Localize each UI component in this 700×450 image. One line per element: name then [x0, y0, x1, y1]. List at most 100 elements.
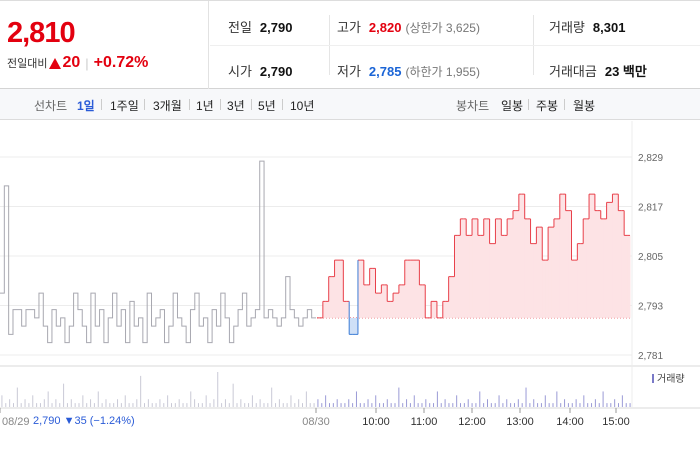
up-fill-segment	[466, 235, 470, 318]
tab-divider	[220, 99, 221, 110]
volume-bars	[1, 372, 631, 407]
x-tick-label: 10:00	[362, 416, 390, 428]
up-fill-segment	[431, 301, 435, 318]
up-fill-segment	[469, 235, 473, 318]
up-fill-segment	[343, 301, 347, 318]
current-price-box: 2,810 전일대비 20 | +0.72%	[0, 1, 209, 89]
open-value: 2,790	[259, 64, 293, 79]
up-fill-segment	[589, 194, 593, 318]
up-fill-segment	[331, 276, 336, 318]
up-fill-segment	[510, 218, 514, 318]
up-fill-segment	[483, 218, 488, 318]
prev-close-label: 전일	[228, 20, 252, 35]
up-fill-segment	[527, 218, 532, 318]
y-tick-label: 2,781	[638, 351, 663, 362]
up-fill-segment	[621, 210, 625, 318]
up-fill-segment	[378, 293, 382, 318]
x-tick-label: 15:00	[602, 416, 630, 428]
up-fill-segment	[507, 218, 511, 318]
up-fill-segment	[583, 218, 587, 318]
up-fill-segment	[606, 202, 611, 318]
up-fill-segment	[472, 218, 476, 318]
up-fill-segment	[457, 235, 461, 318]
change-row: 전일대비 20 | +0.72%	[7, 54, 148, 72]
up-fill-segment	[375, 293, 379, 318]
y-tick-label: 2,793	[638, 302, 663, 313]
down-fill-segment	[352, 317, 356, 335]
up-fill-segment	[586, 218, 590, 318]
up-fill-segment	[372, 268, 377, 318]
up-fill-segment	[577, 243, 581, 318]
up-fill-segment	[504, 235, 508, 318]
tab-monthly[interactable]: 월봉	[573, 99, 596, 113]
x-tick-label: 08/29	[2, 416, 30, 428]
open-label: 시가	[228, 64, 252, 79]
up-fill-segment	[512, 210, 517, 318]
line-chart-title: 선차트	[34, 99, 68, 113]
up-fill-segment	[334, 260, 338, 318]
up-fill-segment	[369, 268, 374, 318]
up-fill-segment	[416, 260, 420, 318]
down-fill-segment	[355, 317, 359, 335]
tab-1year[interactable]: 1년	[196, 99, 214, 113]
up-fill-segment	[530, 243, 534, 318]
up-fill-segment	[328, 276, 333, 318]
prev-close-value: 2,790	[259, 20, 293, 35]
up-fill-segment	[448, 276, 453, 318]
up-fill-segment	[404, 260, 409, 318]
up-fill-segment	[419, 284, 423, 318]
amount-label: 거래대금	[549, 64, 597, 79]
up-fill-segment	[515, 210, 520, 318]
up-fill-segment	[434, 301, 438, 318]
up-fill-segment	[407, 260, 412, 318]
up-fill-segment	[574, 260, 578, 318]
up-fill-segment	[627, 235, 631, 318]
up-fill-segment	[486, 218, 491, 318]
up-fill-segment	[521, 194, 526, 318]
low-price: 저가 2,785 (하한가 1,955)	[337, 61, 480, 80]
up-fill-segment	[480, 235, 485, 318]
prev-day-summary: 2,790 ▼35 (−1.24%)	[33, 415, 135, 427]
tab-divider	[251, 99, 252, 110]
tab-divider	[282, 99, 283, 110]
tab-3month[interactable]: 3개월	[153, 99, 182, 113]
up-fill-segment	[492, 243, 496, 318]
up-fill-segment	[346, 301, 350, 318]
up-fill-segment	[580, 243, 584, 318]
up-fill-segment	[463, 218, 467, 318]
up-fill-segment	[325, 301, 330, 318]
change-value: 20	[62, 54, 81, 71]
up-fill-segment	[395, 293, 400, 318]
up-fill-segment	[591, 194, 596, 318]
tab-10year[interactable]: 10년	[290, 99, 315, 113]
up-fill-segment	[474, 218, 479, 318]
tab-daily[interactable]: 일봉	[501, 99, 524, 113]
tab-3year[interactable]: 3년	[227, 99, 245, 113]
up-fill-segment	[381, 284, 385, 318]
up-fill-segment	[393, 293, 397, 318]
up-fill-segment	[337, 260, 341, 318]
prev-close: 전일 2,790	[228, 17, 292, 36]
tab-1day[interactable]: 1일	[77, 99, 95, 113]
up-fill-segment	[571, 260, 575, 318]
up-fill-segment	[624, 235, 628, 318]
high-price: 고가 2,820 (상한가 3,625)	[337, 17, 480, 36]
tab-5year[interactable]: 5년	[258, 99, 276, 113]
up-fill-segment	[422, 284, 426, 318]
up-fill-segment	[498, 218, 502, 318]
up-fill-segment	[363, 284, 368, 318]
up-fill-segment	[357, 260, 362, 318]
tab-divider	[189, 99, 190, 110]
up-fill-segment	[609, 202, 613, 318]
up-fill-segment	[390, 301, 394, 318]
tab-weekly[interactable]: 주봉	[536, 99, 559, 113]
up-fill-segment	[536, 227, 540, 318]
tab-1week[interactable]: 1주일	[110, 99, 139, 113]
x-tick-label: 14:00	[556, 416, 584, 428]
open-price: 시가 2,790	[228, 61, 292, 80]
y-axis-ticks: 2,829 2,817 2,805 2,793 2,781	[638, 153, 663, 362]
up-fill-segment	[568, 210, 572, 318]
intraday-chart: 2,829 2,817 2,805 2,793 2,781 08/29 08/30 10:0…	[0, 121, 700, 428]
up-fill-segment	[551, 227, 555, 318]
up-fill-segment	[442, 301, 447, 318]
